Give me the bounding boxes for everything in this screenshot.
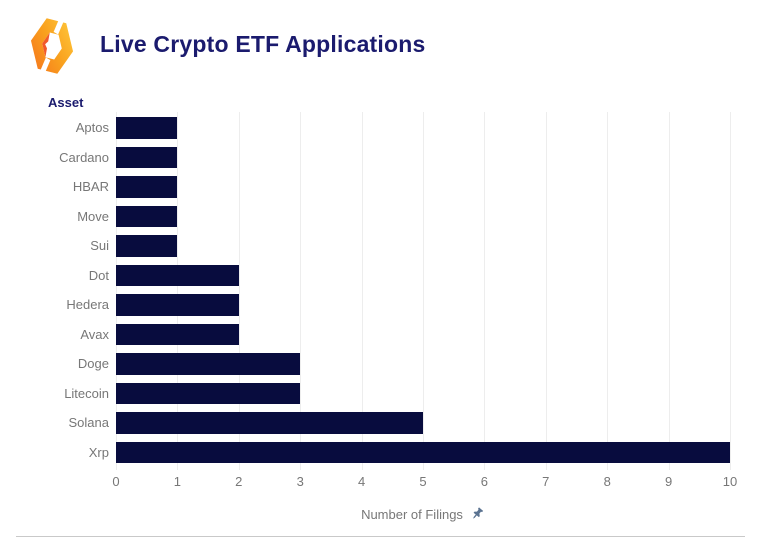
gridline <box>361 112 363 470</box>
bar-row: Doge <box>78 353 730 375</box>
x-axis: 0 1 2 3 4 5 6 7 8 9 10 <box>112 474 737 490</box>
category-label: Doge <box>77 356 109 371</box>
category-label: Dot <box>88 267 109 283</box>
bottom-divider <box>16 536 745 537</box>
y-axis-title: Asset <box>48 95 84 110</box>
bar-aptos[interactable] <box>116 117 178 139</box>
bar-chart: Aptos Cardano HBAR Move Sui Dot Hedera Avax Doge… <box>59 112 731 471</box>
category-label: Sui <box>90 238 109 253</box>
gridline <box>177 112 179 470</box>
x-tick-label: 9 <box>664 474 673 489</box>
bar-solana[interactable] <box>116 412 423 434</box>
bar-row: Litecoin <box>64 382 730 404</box>
bar-row: Solana <box>69 412 730 434</box>
gridline <box>423 112 424 470</box>
gridline <box>300 112 302 470</box>
category-label: Solana <box>68 415 109 430</box>
category-label: Hedera <box>66 297 109 312</box>
bar-row: Move <box>77 205 730 227</box>
bar-row: Sui <box>90 235 730 257</box>
bar-doge[interactable] <box>116 353 301 375</box>
x-tick-label: 4 <box>357 474 366 489</box>
bar-litecoin[interactable] <box>116 382 301 404</box>
gridline <box>730 112 731 470</box>
bar-dot[interactable] <box>116 264 239 286</box>
category-label: HBAR <box>72 179 109 194</box>
pushpin-icon <box>473 507 484 519</box>
gridline <box>484 112 486 470</box>
category-label: Cardano <box>59 149 109 165</box>
x-tick-label: 1 <box>173 474 182 489</box>
category-label: Litecoin <box>64 385 109 401</box>
bar-row: Cardano <box>59 146 730 168</box>
bar-hedera[interactable] <box>116 294 239 316</box>
bar-move[interactable] <box>116 205 178 227</box>
bar-row: Aptos <box>76 117 730 139</box>
bar-avax[interactable] <box>116 323 239 345</box>
brand-logo[interactable] <box>27 15 77 77</box>
x-tick-label: 7 <box>542 474 550 489</box>
bar-row: HBAR <box>73 176 730 198</box>
x-tick-label: 3 <box>296 474 304 489</box>
gridline <box>668 112 670 470</box>
bars-layer: Aptos Cardano HBAR Move Sui Dot Hedera Avax Doge… <box>59 117 730 471</box>
gridline <box>607 112 609 470</box>
x-tick-label: 2 <box>235 474 243 489</box>
x-tick-label: 0 <box>112 474 120 489</box>
bar-cardano[interactable] <box>116 146 178 168</box>
x-tick-label: 6 <box>480 474 489 489</box>
bar-row: Hedera <box>66 294 730 316</box>
bar-row: Avax <box>80 323 730 345</box>
gridline <box>545 112 547 470</box>
category-label: Avax <box>80 326 109 342</box>
bar-row: Dot <box>89 264 730 286</box>
category-label: Xrp <box>88 444 109 460</box>
category-label: Move <box>77 208 109 224</box>
bar-xrp[interactable] <box>116 441 730 463</box>
gridline <box>116 112 117 470</box>
grid-layer <box>116 112 731 470</box>
page-title: Live Crypto ETF Applications <box>100 31 426 57</box>
bar-sui[interactable] <box>116 235 178 257</box>
x-axis-title-label: Number of Filings <box>361 507 463 522</box>
category-label: Aptos <box>75 120 109 135</box>
bar-hbar[interactable] <box>116 176 178 198</box>
x-axis-title: Number of Filings <box>116 506 730 522</box>
hexagon-logo-icon <box>30 15 74 77</box>
x-tick-label: 5 <box>419 474 427 489</box>
bar-row: Xrp <box>89 441 730 463</box>
x-tick-label: 8 <box>603 474 611 489</box>
x-tick-label: 10 <box>722 474 738 489</box>
gridline <box>238 112 240 470</box>
